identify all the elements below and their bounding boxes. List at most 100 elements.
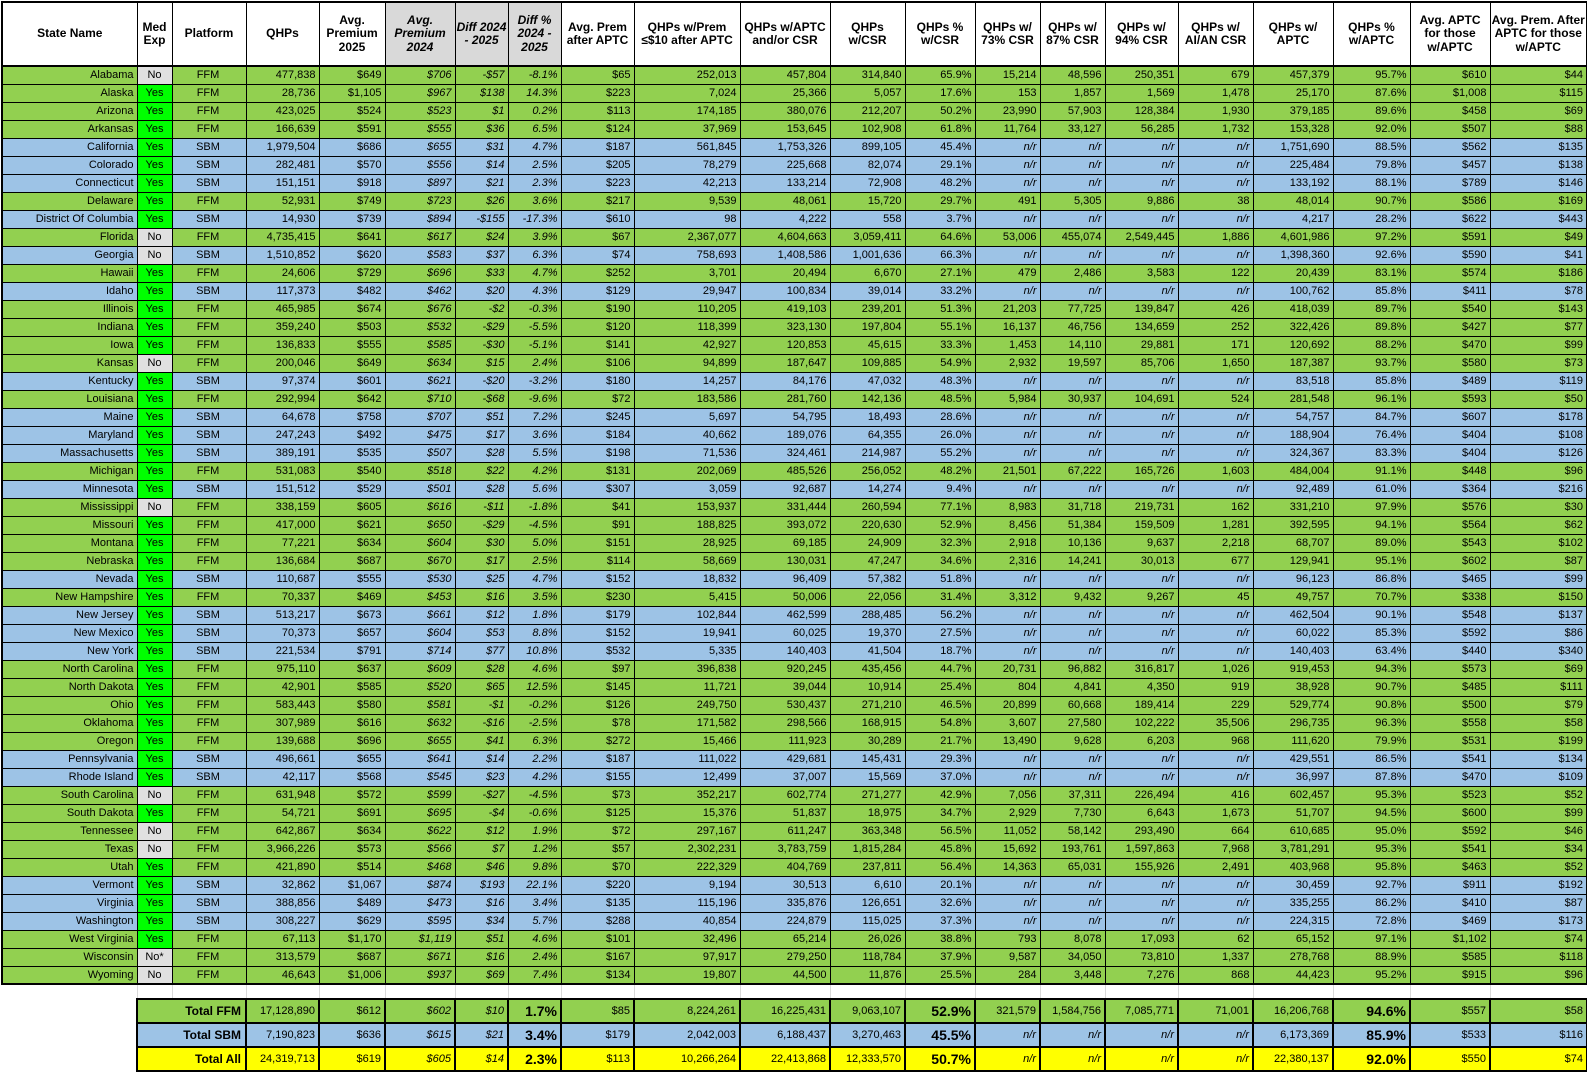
table-cell[interactable]: n/r (1039, 281, 1106, 301)
table-cell[interactable]: 429,681 (739, 749, 831, 769)
table-cell[interactable]: SBM (171, 911, 247, 931)
table-cell[interactable]: n/r (974, 569, 1041, 589)
table-cell[interactable]: $657 (318, 623, 386, 643)
table-cell[interactable]: $609 (384, 659, 456, 679)
table-cell[interactable]: $605 (318, 497, 386, 517)
table-cell[interactable]: 28,736 (245, 83, 320, 103)
col-header-diff-2024-2025[interactable]: Diff 2024 - 2025 (454, 1, 509, 67)
total-cell[interactable]: $636 (318, 1022, 386, 1048)
table-cell[interactable]: n/r (1039, 605, 1106, 625)
table-cell[interactable]: 153,937 (633, 497, 741, 517)
table-cell[interactable]: $595 (384, 911, 456, 931)
table-cell[interactable]: n/r (1177, 623, 1254, 643)
table-cell[interactable]: $585 (1409, 947, 1491, 967)
table-cell[interactable]: 111,923 (739, 731, 831, 751)
table-cell[interactable]: 9,637 (1104, 533, 1179, 553)
table-cell[interactable]: n/r (974, 425, 1041, 445)
table-cell[interactable]: 3,448 (1039, 965, 1106, 985)
state-name-cell[interactable]: Massachusetts (1, 443, 138, 463)
table-cell[interactable]: 32.3% (904, 533, 976, 553)
table-cell[interactable]: 496,661 (245, 749, 320, 769)
table-cell[interactable]: $540 (1409, 299, 1491, 319)
table-cell[interactable]: $340 (1489, 641, 1587, 661)
table-cell[interactable]: $556 (384, 155, 456, 175)
table-cell[interactable]: $637 (318, 659, 386, 679)
table-cell[interactable]: 96,882 (1039, 659, 1106, 679)
table-cell[interactable]: -0.6% (507, 803, 562, 823)
table-cell[interactable]: FFM (171, 353, 247, 373)
table-cell[interactable]: 50,006 (739, 587, 831, 607)
table-cell[interactable]: 111,620 (1252, 731, 1334, 751)
table-cell[interactable]: 2,302,231 (633, 839, 741, 859)
state-name-cell[interactable]: South Carolina (1, 785, 138, 805)
table-cell[interactable]: 602,457 (1252, 785, 1334, 805)
table-cell[interactable]: Yes (136, 389, 173, 409)
table-cell[interactable]: 90.1% (1332, 605, 1411, 625)
table-cell[interactable]: 38.8% (904, 929, 976, 949)
total-cell[interactable]: 22,413,868 (739, 1046, 831, 1072)
table-cell[interactable]: $621 (384, 371, 456, 391)
col-header-avg-premium-2025[interactable]: Avg. Premium 2025 (318, 1, 386, 67)
table-cell[interactable]: -$1 (454, 695, 509, 715)
table-cell[interactable]: 4,222 (739, 209, 831, 229)
table-cell[interactable]: $706 (384, 65, 456, 85)
table-cell[interactable]: 44.7% (904, 659, 976, 679)
table-cell[interactable]: 92.0% (1332, 119, 1411, 139)
table-cell[interactable]: $52 (1489, 785, 1587, 805)
table-cell[interactable]: SBM (171, 443, 247, 463)
table-cell[interactable]: 122 (1177, 263, 1254, 283)
table-cell[interactable]: 18,832 (633, 569, 741, 589)
table-cell[interactable]: $911 (1409, 875, 1491, 895)
table-cell[interactable]: 60,022 (1252, 623, 1334, 643)
table-cell[interactable]: 919 (1177, 677, 1254, 697)
table-cell[interactable]: SBM (171, 641, 247, 661)
table-cell[interactable]: $138 (1489, 155, 1587, 175)
table-cell[interactable]: 92.7% (1332, 875, 1411, 895)
table-cell[interactable]: 804 (974, 677, 1041, 697)
col-header-avg-prem-after-aptc[interactable]: Avg. Prem after APTC (560, 1, 635, 67)
table-cell[interactable]: 324,367 (1252, 443, 1334, 463)
table-cell[interactable]: $791 (318, 641, 386, 661)
table-cell[interactable]: 155,926 (1104, 857, 1179, 877)
table-cell[interactable]: $179 (560, 605, 635, 625)
table-cell[interactable]: $473 (384, 893, 456, 913)
table-cell[interactable]: $610 (560, 209, 635, 229)
total-cell[interactable]: 22,380,137 (1252, 1046, 1334, 1072)
table-cell[interactable]: n/r (1177, 137, 1254, 157)
table-cell[interactable]: n/r (974, 407, 1041, 427)
table-cell[interactable]: $634 (384, 353, 456, 373)
table-cell[interactable]: $545 (384, 767, 456, 787)
table-cell[interactable]: $687 (318, 947, 386, 967)
table-cell[interactable]: n/r (1039, 479, 1106, 499)
table-cell[interactable]: $114 (560, 551, 635, 571)
table-cell[interactable]: 37.9% (904, 947, 976, 967)
total-cell[interactable]: 45.5% (904, 1022, 976, 1048)
table-cell[interactable]: 53,006 (974, 227, 1041, 247)
table-cell[interactable]: $531 (1409, 731, 1491, 751)
col-header-med-exp[interactable]: Med Exp (136, 1, 173, 67)
table-cell[interactable]: 282,481 (245, 155, 320, 175)
table-cell[interactable]: FFM (171, 65, 247, 85)
table-cell[interactable]: 54,795 (739, 407, 831, 427)
table-cell[interactable]: 11,876 (829, 965, 906, 985)
total-cell[interactable]: $10 (454, 998, 509, 1024)
table-cell[interactable]: $967 (384, 83, 456, 103)
table-cell[interactable]: $78 (560, 713, 635, 733)
col-header-qhps[interactable]: QHPs (245, 1, 320, 67)
table-cell[interactable]: 42,213 (633, 173, 741, 193)
table-cell[interactable]: $714 (384, 641, 456, 661)
table-cell[interactable]: 115,196 (633, 893, 741, 913)
table-cell[interactable]: 611,247 (739, 821, 831, 841)
table-cell[interactable]: $135 (1489, 137, 1587, 157)
table-cell[interactable]: 61.8% (904, 119, 976, 139)
table-cell[interactable]: SBM (171, 371, 247, 391)
table-cell[interactable]: n/r (1177, 155, 1254, 175)
table-cell[interactable]: $57 (560, 839, 635, 859)
table-cell[interactable]: 7,024 (633, 83, 741, 103)
table-cell[interactable]: $650 (384, 515, 456, 535)
table-cell[interactable]: 602,774 (739, 785, 831, 805)
table-cell[interactable]: $7 (454, 839, 509, 859)
table-cell[interactable]: 435,456 (829, 659, 906, 679)
table-cell[interactable]: n/r (1039, 911, 1106, 931)
table-cell[interactable]: 92.6% (1332, 245, 1411, 265)
